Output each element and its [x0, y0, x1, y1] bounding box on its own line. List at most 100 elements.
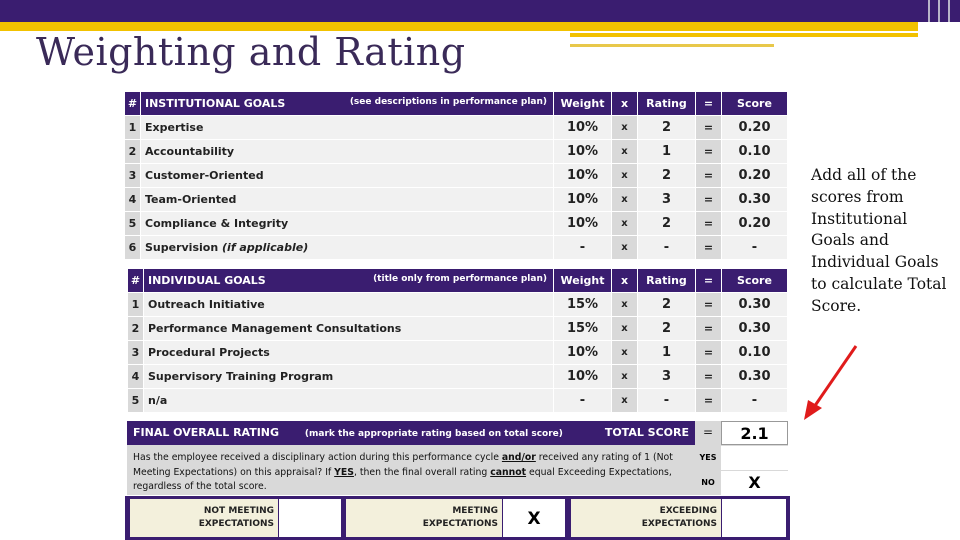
row-num: 6 — [124, 235, 141, 260]
goal-row: 5 Compliance & Integrity 10% x 2 = 0.20 — [124, 211, 788, 236]
page-title: Weighting and Rating — [36, 30, 466, 74]
row-rating[interactable]: 2 — [637, 163, 696, 188]
header-rating: Rating — [637, 91, 696, 116]
row-rating[interactable]: - — [637, 388, 696, 413]
goal-row: 2 Accountability 10% x 1 = 0.10 — [124, 139, 788, 164]
row-weight: 15% — [553, 316, 612, 341]
row-label: Supervisory Training Program — [143, 364, 554, 389]
row-score: 0.30 — [721, 316, 788, 341]
row-num: 3 — [127, 340, 144, 365]
header-num: # — [124, 91, 141, 116]
row-rating[interactable]: 2 — [637, 292, 696, 317]
row-eq: = — [695, 235, 722, 260]
header-weight: Weight — [553, 91, 612, 116]
row-num: 5 — [127, 388, 144, 413]
row-x: x — [611, 340, 638, 365]
row-weight: 10% — [553, 115, 612, 140]
not-meeting-label: NOT MEETING EXPECTATIONS — [130, 499, 278, 537]
row-label: Outreach Initiative — [143, 292, 554, 317]
row-eq: = — [695, 163, 722, 188]
meeting-box[interactable]: X — [503, 499, 565, 537]
not-meeting-line2: EXPECTATIONS — [198, 519, 274, 529]
total-score-value[interactable]: 2.1 — [721, 421, 788, 445]
disciplinary-question: Has the employee received a disciplinary… — [133, 451, 695, 495]
exceeding-line1: EXCEEDING — [659, 506, 717, 516]
goal-row: 6 Supervision (if applicable) - x - = - — [124, 235, 788, 260]
row-rating[interactable]: 1 — [637, 340, 696, 365]
individual-goals-table: # INDIVIDUAL GOALS (title only from perfo… — [127, 268, 788, 413]
header-score: Score — [721, 91, 788, 116]
row-x: x — [611, 364, 638, 389]
row-label: Team-Oriented — [140, 187, 554, 212]
row-weight: 10% — [553, 139, 612, 164]
header-rating: Rating — [637, 268, 696, 293]
row-score: 0.30 — [721, 292, 788, 317]
not-meeting-box[interactable] — [279, 499, 341, 537]
row-label: Compliance & Integrity — [140, 211, 554, 236]
row-num: 3 — [124, 163, 141, 188]
row-x: x — [611, 292, 638, 317]
no-box[interactable]: X — [721, 471, 788, 495]
row-num: 4 — [124, 187, 141, 212]
goal-label: Supervisory Training Program — [148, 370, 334, 383]
row-eq: = — [695, 364, 722, 389]
row-score: 0.10 — [721, 340, 788, 365]
row-score: 0.20 — [721, 115, 788, 140]
final-rating-sub: (mark the appropriate rating based on to… — [304, 429, 563, 439]
row-label: Performance Management Consultations — [143, 316, 554, 341]
row-num: 5 — [124, 211, 141, 236]
header-eq: = — [695, 268, 722, 293]
exceeding-box[interactable] — [722, 499, 786, 537]
final-rating-section: FINAL OVERALL RATING (mark the appropria… — [127, 421, 788, 495]
row-rating[interactable]: 3 — [637, 364, 696, 389]
row-rating[interactable]: 2 — [637, 115, 696, 140]
goal-label: n/a — [148, 394, 168, 407]
row-weight: 10% — [553, 163, 612, 188]
gold-stripe-thin — [570, 44, 774, 47]
goal-label: Procedural Projects — [148, 346, 270, 359]
institutional-goals-table: # INSTITUTIONAL GOALS (see descriptions i… — [124, 91, 788, 260]
row-rating[interactable]: 1 — [637, 139, 696, 164]
row-eq: = — [695, 292, 722, 317]
row-eq: = — [695, 139, 722, 164]
row-rating[interactable]: 2 — [637, 316, 696, 341]
question-part: and/or — [501, 452, 536, 463]
row-label: Expertise — [140, 115, 554, 140]
institutional-header-row: # INSTITUTIONAL GOALS (see descriptions i… — [124, 91, 788, 116]
individual-header-row: # INDIVIDUAL GOALS (title only from perfo… — [127, 268, 788, 293]
banner-stripes — [918, 0, 960, 22]
row-x: x — [611, 163, 638, 188]
row-label: Accountability — [140, 139, 554, 164]
goal-row: 1 Outreach Initiative 15% x 2 = 0.30 — [127, 292, 788, 317]
instruction-note: Add all of the scores from Institutional… — [811, 166, 947, 315]
yes-box[interactable] — [721, 446, 788, 470]
row-score: 0.30 — [721, 187, 788, 212]
goal-row: 4 Team-Oriented 10% x 3 = 0.30 — [124, 187, 788, 212]
question-part: cannot — [490, 466, 527, 478]
header-label: INDIVIDUAL GOALS (title only from perform… — [143, 268, 554, 293]
header-x: x — [611, 91, 638, 116]
total-score-label: TOTAL SCORE — [604, 426, 689, 439]
row-rating[interactable]: - — [637, 235, 696, 260]
row-weight: - — [553, 235, 612, 260]
row-x: x — [611, 115, 638, 140]
row-score: - — [721, 388, 788, 413]
gold-stripe — [0, 22, 918, 31]
row-label: Supervision (if applicable) — [140, 235, 554, 260]
row-eq: = — [695, 115, 722, 140]
header-score: Score — [721, 268, 788, 293]
individual-title: INDIVIDUAL GOALS — [148, 274, 266, 287]
row-rating[interactable]: 3 — [637, 187, 696, 212]
row-x: x — [611, 235, 638, 260]
goal-row: 1 Expertise 10% x 2 = 0.20 — [124, 115, 788, 140]
row-rating[interactable]: 2 — [637, 211, 696, 236]
header-weight: Weight — [553, 268, 612, 293]
meeting-line2: EXPECTATIONS — [422, 519, 498, 529]
row-label: Customer-Oriented — [140, 163, 554, 188]
row-x: x — [611, 388, 638, 413]
row-eq: = — [695, 316, 722, 341]
row-label: Procedural Projects — [143, 340, 554, 365]
row-eq: = — [695, 187, 722, 212]
goal-label: Accountability — [145, 145, 235, 158]
goal-label: Supervision — [145, 241, 219, 254]
